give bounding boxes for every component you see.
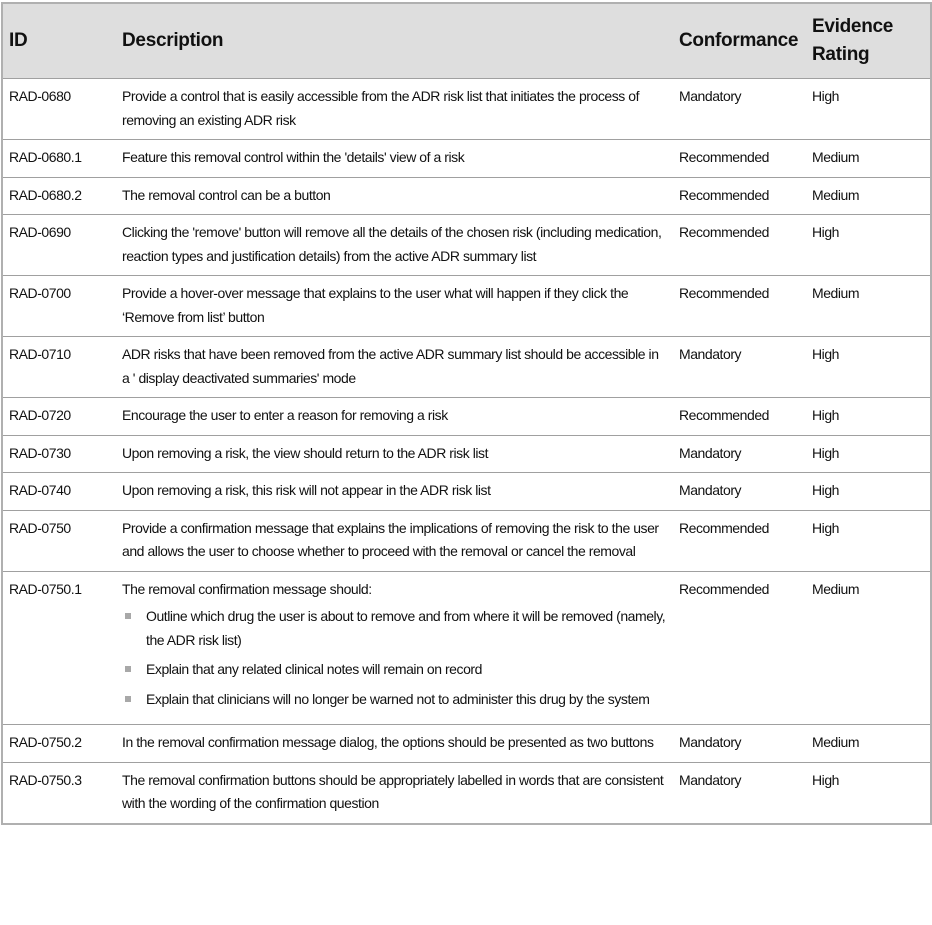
row-id: RAD-0690 xyxy=(2,214,116,276)
evidence-rating: High xyxy=(806,434,931,473)
conformance: Mandatory xyxy=(673,472,806,510)
column-header: Conformance xyxy=(673,3,806,79)
row-id: RAD-0750 xyxy=(2,509,116,571)
row-id: RAD-0700 xyxy=(2,275,116,337)
conformance: Mandatory xyxy=(673,336,806,398)
description: Provide a confirmation message that expl… xyxy=(116,509,673,571)
table-row: RAD-0740 Upon removing a risk, this risk … xyxy=(2,472,931,510)
description: Clicking the 'remove' button will remove… xyxy=(116,214,673,276)
conformance: Mandatory xyxy=(673,724,806,762)
table-row: RAD-0700 Provide a hover-over message tha… xyxy=(2,275,931,337)
column-header: ID xyxy=(2,3,116,79)
description: Upon removing a risk, this risk will not… xyxy=(116,472,673,510)
header-row: ID Description Conformance Evidence Rating xyxy=(2,3,931,79)
evidence-rating: Medium xyxy=(806,724,931,762)
evidence-rating: Medium xyxy=(806,275,931,337)
row-id: RAD-0750.3 xyxy=(2,761,116,824)
table-row: RAD-0750.1 The removal confirmation messa… xyxy=(2,570,931,725)
table-row: RAD-0750.2 In the removal confirmation me… xyxy=(2,724,931,762)
evidence-rating: Medium xyxy=(806,139,931,177)
table-row: RAD-0750 Provide a confirmation message t… xyxy=(2,509,931,571)
conformance: Recommended xyxy=(673,570,806,725)
evidence-rating: High xyxy=(806,214,931,276)
evidence-rating: High xyxy=(806,397,931,435)
table-row: RAD-0730 Upon removing a risk, the view s… xyxy=(2,434,931,473)
conformance: Mandatory xyxy=(673,761,806,824)
row-id: RAD-0680 xyxy=(2,78,116,140)
description: Feature this removal control within the … xyxy=(116,139,673,177)
row-id: RAD-0680.1 xyxy=(2,139,116,177)
evidence-rating: High xyxy=(806,336,931,398)
table-row: RAD-0680 Provide a control that is easily… xyxy=(2,78,931,140)
bullet-item: Outline which drug the user is about to … xyxy=(122,605,667,652)
conformance: Recommended xyxy=(673,275,806,337)
table-row: RAD-0710 ADR risks that have been removed… xyxy=(2,336,931,398)
conformance: Recommended xyxy=(673,139,806,177)
column-header: Description xyxy=(116,3,673,79)
evidence-rating: Medium xyxy=(806,570,931,725)
conformance: Recommended xyxy=(673,509,806,571)
description: The removal control can be a button xyxy=(116,176,673,215)
evidence-rating: High xyxy=(806,509,931,571)
evidence-rating: High xyxy=(806,472,931,510)
evidence-rating: High xyxy=(806,761,931,824)
description: The removal confirmation buttons should … xyxy=(116,761,673,824)
conformance: Recommended xyxy=(673,397,806,435)
table-body: RAD-0680 Provide a control that is easily… xyxy=(2,78,931,824)
conformance: Mandatory xyxy=(673,434,806,473)
row-id: RAD-0680.2 xyxy=(2,176,116,215)
description: Provide a control that is easily accessi… xyxy=(116,78,673,140)
row-id: RAD-0740 xyxy=(2,472,116,510)
description: ADR risks that have been removed from th… xyxy=(116,336,673,398)
row-id: RAD-0750.1 xyxy=(2,570,116,725)
description: Upon removing a risk, the view should re… xyxy=(116,434,673,473)
conformance: Recommended xyxy=(673,176,806,215)
conformance: Mandatory xyxy=(673,78,806,140)
row-id: RAD-0710 xyxy=(2,336,116,398)
row-id: RAD-0730 xyxy=(2,434,116,473)
table-row: RAD-0690 Clicking the 'remove' button wil… xyxy=(2,214,931,276)
description: Encourage the user to enter a reason for… xyxy=(116,397,673,435)
description: In the removal confirmation message dial… xyxy=(116,724,673,762)
conformance: Recommended xyxy=(673,214,806,276)
row-id: RAD-0750.2 xyxy=(2,724,116,762)
bullet-item: Explain that clinicians will no longer b… xyxy=(122,688,667,712)
evidence-rating: High xyxy=(806,78,931,140)
table-row: RAD-0680.1 Feature this removal control w… xyxy=(2,139,931,177)
table-row: RAD-0750.3 The removal confirmation butto… xyxy=(2,761,931,824)
table-row: RAD-0720 Encourage the user to enter a re… xyxy=(2,397,931,435)
bullet-list: Outline which drug the user is about to … xyxy=(122,605,667,711)
requirements-table: ID Description Conformance Evidence Rating … xyxy=(1,2,932,825)
description: The removal confirmation message should:… xyxy=(116,570,673,725)
description: Provide a hover-over message that explai… xyxy=(116,275,673,337)
row-id: RAD-0720 xyxy=(2,397,116,435)
description-text: The removal confirmation message should: xyxy=(122,580,372,597)
column-header: Evidence Rating xyxy=(806,3,931,79)
table-row: RAD-0680.2 The removal control can be a b… xyxy=(2,176,931,215)
evidence-rating: Medium xyxy=(806,176,931,215)
bullet-item: Explain that any related clinical notes … xyxy=(122,658,667,682)
